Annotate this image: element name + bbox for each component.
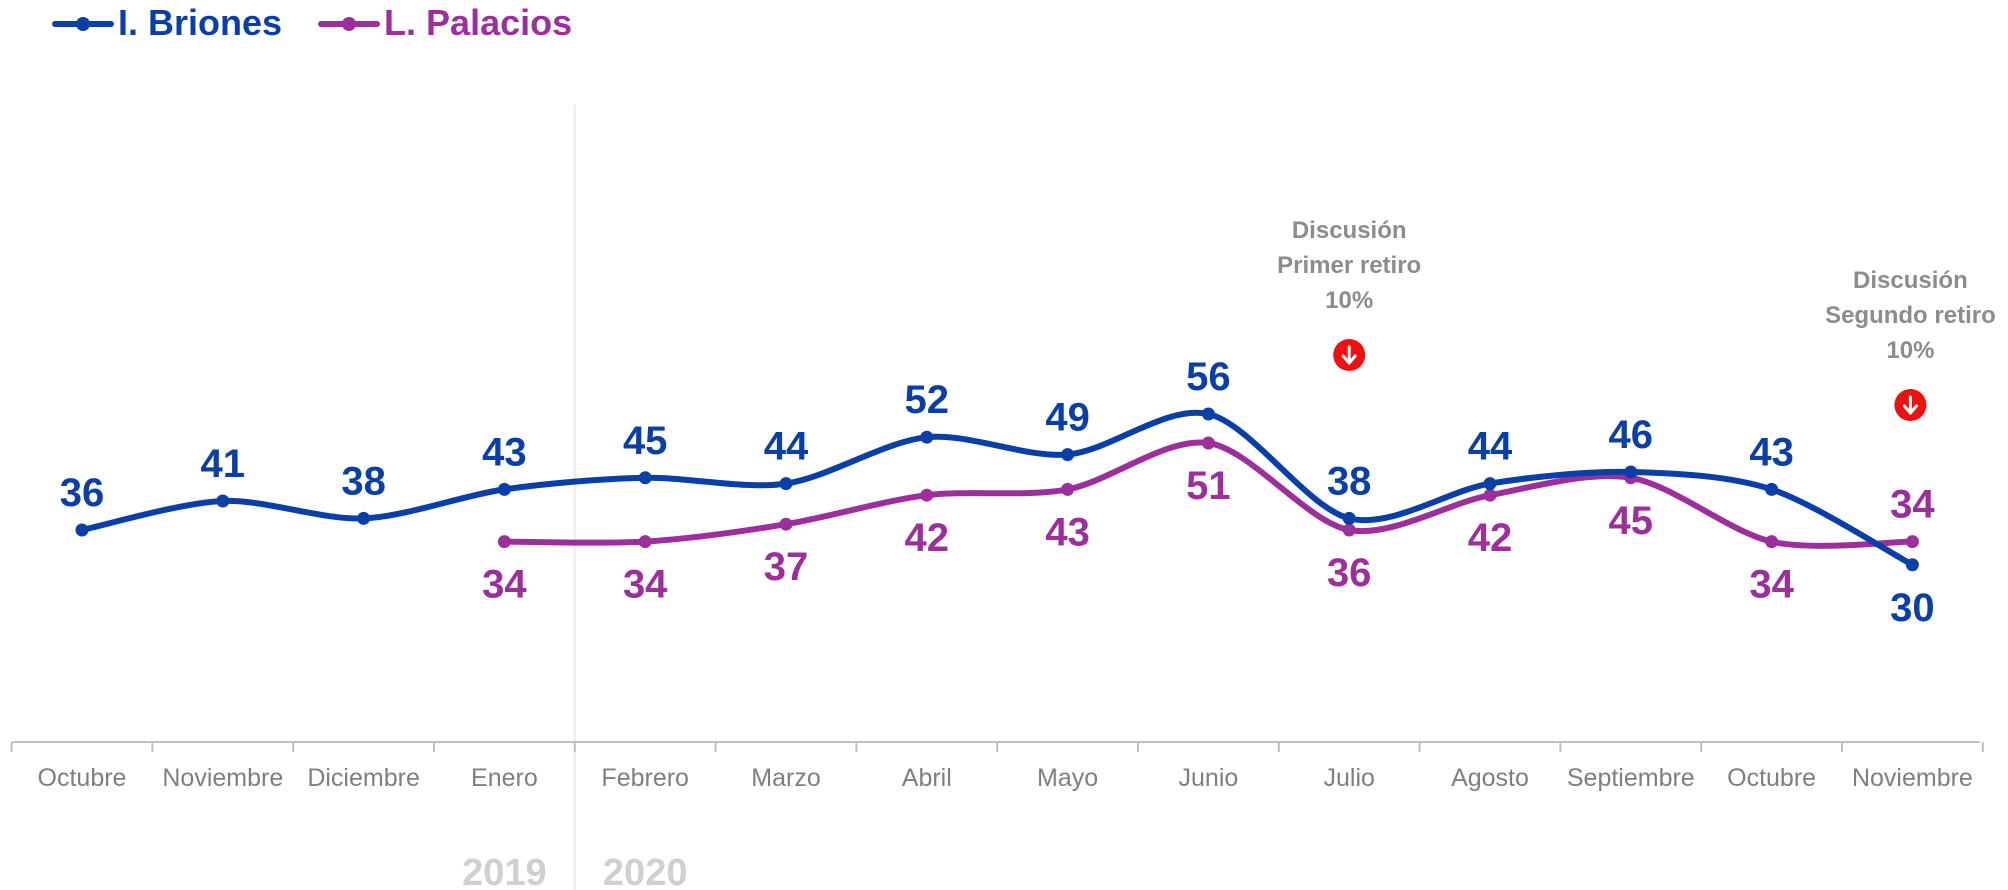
data-point-briones bbox=[1624, 465, 1638, 479]
data-point-palacios bbox=[638, 535, 652, 549]
annotation-line: 10% bbox=[1886, 337, 1934, 364]
x-tick-label: Mayo bbox=[1037, 764, 1098, 792]
data-point-briones bbox=[638, 471, 652, 485]
data-label-briones: 38 bbox=[1327, 459, 1372, 503]
year-label: 2020 bbox=[603, 852, 688, 890]
x-tick-label: Marzo bbox=[751, 764, 820, 792]
data-label-briones: 43 bbox=[1749, 430, 1794, 474]
data-point-briones bbox=[1061, 448, 1075, 462]
x-tick-label: Octubre bbox=[1727, 764, 1816, 792]
annotation-line: Primer retiro bbox=[1277, 252, 1421, 279]
data-label-briones: 41 bbox=[201, 442, 246, 486]
data-label-briones: 36 bbox=[60, 471, 105, 515]
data-point-briones bbox=[779, 477, 793, 491]
x-tick-label: Enero bbox=[471, 764, 538, 792]
data-point-briones bbox=[920, 430, 934, 444]
data-label-palacios: 42 bbox=[1468, 516, 1513, 560]
legend-label-palacios: L. Palacios bbox=[384, 2, 573, 43]
data-point-palacios bbox=[1061, 482, 1075, 496]
data-point-briones bbox=[1765, 482, 1779, 496]
data-point-palacios bbox=[1342, 523, 1356, 537]
series-line-briones bbox=[79, 409, 1916, 568]
data-label-briones: 46 bbox=[1609, 413, 1654, 457]
data-point-briones bbox=[497, 482, 511, 496]
x-tick-label: Abril bbox=[902, 764, 952, 792]
data-label-palacios: 42 bbox=[905, 516, 950, 560]
legend-dot-briones bbox=[76, 17, 90, 31]
x-tick-label: Diciembre bbox=[307, 764, 420, 792]
data-label-palacios: 36 bbox=[1327, 551, 1372, 595]
legend-item-briones: I. Briones bbox=[52, 2, 282, 44]
data-point-briones bbox=[1483, 477, 1497, 491]
data-point-briones bbox=[1201, 407, 1215, 421]
annotation-line: Discusión bbox=[1292, 217, 1407, 244]
down-arrow-icon bbox=[1333, 339, 1366, 371]
data-point-palacios bbox=[1483, 488, 1497, 502]
data-label-briones: 43 bbox=[482, 430, 527, 474]
data-label-briones: 38 bbox=[341, 459, 386, 503]
annotation-line: 10% bbox=[1325, 287, 1373, 314]
annotation: Discusión Segundo retiro 10% bbox=[1825, 267, 1996, 421]
legend-swatch-palacios bbox=[318, 8, 381, 38]
legend-label-briones: I. Briones bbox=[118, 2, 283, 43]
data-label-briones: 44 bbox=[764, 425, 809, 469]
data-point-briones bbox=[75, 523, 89, 537]
data-point-briones bbox=[1905, 558, 1919, 572]
data-label-palacios: 43 bbox=[1045, 510, 1090, 554]
x-tick-label: Octubre bbox=[38, 764, 127, 792]
data-label-briones: 44 bbox=[1468, 425, 1513, 469]
annotation-line: Discusión bbox=[1853, 267, 1968, 294]
data-point-palacios bbox=[779, 517, 793, 531]
data-label-palacios: 37 bbox=[764, 545, 809, 589]
data-point-palacios bbox=[497, 535, 511, 549]
x-tick-label: Septiembre bbox=[1567, 764, 1695, 792]
data-label-briones: 49 bbox=[1045, 396, 1090, 440]
x-tick-label: Febrero bbox=[601, 764, 689, 792]
data-point-palacios bbox=[1765, 535, 1779, 549]
data-label-palacios: 34 bbox=[1890, 483, 1935, 527]
data-label-briones: 30 bbox=[1890, 586, 1935, 630]
data-label-palacios: 34 bbox=[623, 563, 668, 607]
legend: I. Briones L. Palacios bbox=[52, 2, 572, 44]
data-point-briones bbox=[357, 511, 371, 525]
data-label-briones: 45 bbox=[623, 419, 668, 463]
data-label-palacios: 34 bbox=[482, 563, 527, 607]
legend-swatch-briones bbox=[52, 8, 114, 38]
annotation-line: Segundo retiro bbox=[1825, 302, 1996, 329]
annotation: Discusión Primer retiro 10% bbox=[1277, 217, 1421, 371]
data-point-palacios bbox=[920, 488, 934, 502]
data-label-palacios: 34 bbox=[1749, 563, 1794, 607]
data-label-palacios: 51 bbox=[1186, 464, 1231, 508]
legend-item-palacios: L. Palacios bbox=[318, 2, 572, 44]
x-tick-label: Junio bbox=[1179, 764, 1239, 792]
down-arrow-icon bbox=[1894, 389, 1927, 421]
x-tick-label: Julio bbox=[1323, 764, 1374, 792]
x-tick-label: Noviembre bbox=[162, 764, 283, 792]
data-point-briones bbox=[216, 494, 230, 508]
data-point-palacios bbox=[1905, 535, 1919, 549]
x-tick-label: Noviembre bbox=[1852, 764, 1973, 792]
year-label: 2019 bbox=[462, 852, 547, 890]
data-label-briones: 56 bbox=[1186, 355, 1231, 399]
data-point-briones bbox=[1342, 511, 1356, 525]
data-point-palacios bbox=[1201, 436, 1215, 450]
data-label-briones: 52 bbox=[905, 378, 950, 422]
legend-dot-palacios bbox=[342, 17, 357, 31]
data-label-palacios: 45 bbox=[1609, 499, 1654, 543]
x-tick-label: Agosto bbox=[1451, 764, 1529, 792]
